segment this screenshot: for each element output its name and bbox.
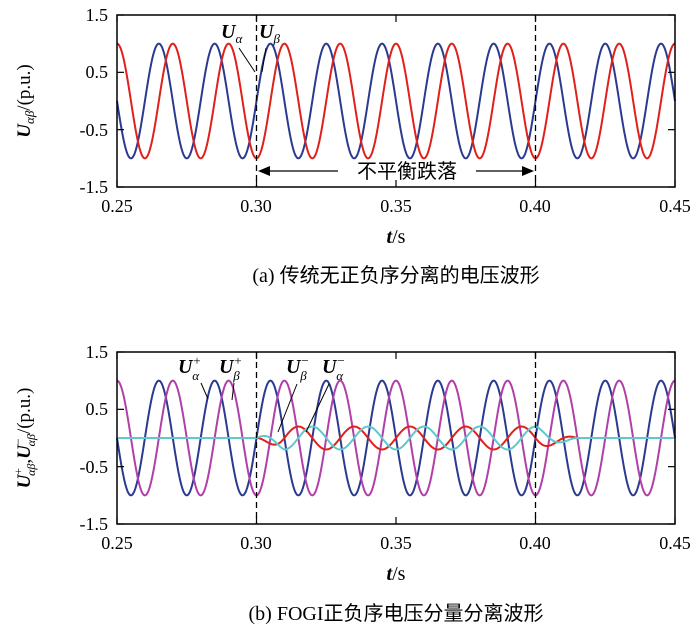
panel-b-ubeta-neg-leader — [277, 383, 298, 433]
panel-b-ubeta-neg-label: U− β — [286, 353, 309, 383]
panel-b-ytick-label: -1.5 — [80, 514, 109, 534]
panel-b-tick-marks — [116, 351, 676, 525]
panel-a-xtick-label: 0.40 — [519, 196, 551, 216]
panel-b-ualpha-pos-leader — [200, 382, 209, 400]
panel-a: 1.5 0.5 -0.5 -1.5 0.25 0.30 0.35 0.40 0.… — [14, 5, 691, 287]
panel-a-xtick-label: 0.25 — [101, 196, 133, 216]
panel-a-ylabel: Uαβ/(p.u.) — [14, 64, 37, 137]
panel-a-event-lines — [255, 15, 537, 187]
panel-a-xtick-label: 0.35 — [380, 196, 412, 216]
panel-b-ualpha-neg-leader — [305, 383, 330, 433]
panel-b-series-group — [116, 379, 676, 497]
panel-a-ytick-label: 0.5 — [86, 62, 109, 82]
panel-b-ubeta-pos-label: U+ β — [219, 353, 242, 383]
panel-b-ytick-label: 0.5 — [86, 399, 109, 419]
panel-a-unbalance-arrow — [258, 166, 534, 176]
panel-a-ytick-label: 1.5 — [86, 5, 109, 25]
panel-a-series-line-0 — [116, 42, 676, 160]
panel-a-series-line-1 — [116, 42, 676, 160]
panel-a-xlabel: t/s — [387, 226, 406, 248]
panel-a-ualpha-label: Uα — [221, 21, 243, 46]
panel-a-unbalance-label: 不平衡跌落 — [357, 159, 457, 183]
panel-a-ytick-label: -1.5 — [80, 177, 109, 197]
panel-b-ualpha-neg-label: U− α — [322, 353, 345, 383]
panel-b-xtick-label: 0.45 — [659, 533, 691, 553]
panel-b-caption: (b) FOGI正负序电压分量分离波形 — [249, 602, 544, 625]
panel-b-ubeta-pos-leader — [231, 382, 235, 401]
panel-b-series-line-3 — [117, 425, 675, 451]
panel-b-ylabel: U+αβ,U−αβ/(p.u.) — [11, 388, 38, 489]
panel-b-xtick-label: 0.35 — [380, 533, 412, 553]
panel-a-xtick-label: 0.45 — [659, 196, 691, 216]
panel-b: 1.5 0.5 -0.5 -1.5 0.25 0.30 0.35 0.40 0.… — [11, 342, 691, 625]
panel-b-xtick-label: 0.40 — [519, 533, 551, 553]
panel-a-ubeta-label: Uβ — [259, 21, 280, 46]
panel-a-ytick-label: -0.5 — [80, 120, 109, 140]
panel-a-series-group — [116, 42, 676, 160]
panel-a-xtick-label: 0.30 — [240, 196, 272, 216]
panel-b-xtick-label: 0.25 — [101, 533, 133, 553]
panel-a-ubeta-leader — [261, 47, 267, 73]
panel-b-xtick-label: 0.30 — [240, 533, 272, 553]
panel-b-ytick-label: -0.5 — [80, 457, 109, 477]
panel-b-xlabel: t/s — [387, 563, 406, 585]
panel-b-ytick-label: 1.5 — [86, 342, 109, 362]
panel-b-series-line-1 — [116, 379, 676, 497]
panel-a-ualpha-leader — [238, 47, 256, 73]
panel-b-ualpha-pos-label: U+ α — [178, 353, 201, 383]
panel-a-caption: (a) 传统无正负序分离的电压波形 — [252, 264, 539, 287]
panel-b-event-lines — [255, 352, 537, 524]
